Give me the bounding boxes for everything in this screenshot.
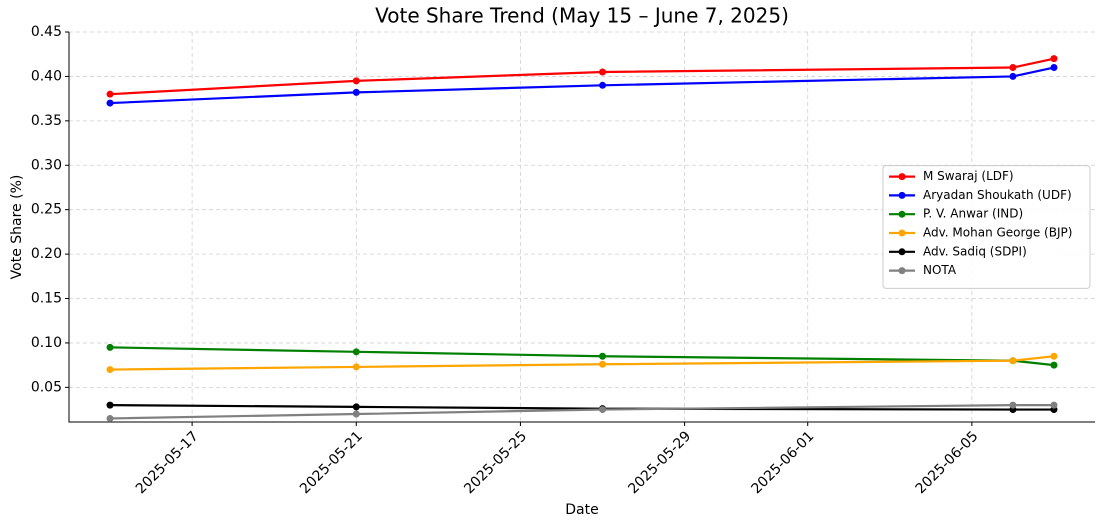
data-point	[352, 403, 360, 411]
data-point	[352, 88, 360, 96]
legend-label: M Swaraj (LDF)	[923, 169, 1014, 183]
y-tick-label: 0.15	[31, 291, 62, 307]
data-point	[1050, 55, 1058, 63]
data-point	[1050, 64, 1058, 72]
x-tick-label: 2025-06-05	[913, 428, 982, 497]
data-point	[1009, 357, 1017, 365]
x-axis-label: Date	[565, 502, 598, 518]
y-tick-label: 0.45	[31, 24, 62, 40]
data-point	[1050, 352, 1058, 360]
data-point	[352, 348, 360, 356]
x-tick-label: 2025-05-25	[461, 428, 530, 497]
data-point	[1050, 361, 1058, 369]
data-point	[599, 352, 607, 360]
legend: M Swaraj (LDF) Aryadan Shoukath (UDF) P. V…	[882, 165, 1091, 289]
legend-label: P. V. Anwar (IND)	[923, 207, 1023, 221]
data-point	[599, 406, 607, 414]
axes	[68, 32, 1095, 423]
data-point	[106, 414, 114, 422]
y-tick-label: 0.05	[31, 379, 62, 395]
data-point	[106, 99, 114, 107]
data-point	[106, 366, 114, 374]
data-point	[1050, 401, 1058, 409]
data-point	[1009, 72, 1017, 80]
chart-title: Vote Share Trend (May 15 – June 7, 2025)	[375, 4, 789, 28]
x-tick-label: 2025-06-01	[749, 428, 818, 497]
y-tick-label: 0.35	[31, 113, 62, 129]
x-tick-label: 2025-05-21	[297, 428, 366, 497]
data-point	[106, 401, 114, 409]
data-point	[106, 90, 114, 98]
legend-marker	[898, 173, 906, 181]
y-tick-label: 0.10	[31, 335, 62, 351]
data-point	[352, 410, 360, 418]
data-point	[1009, 401, 1017, 409]
data-point	[599, 68, 607, 76]
y-tick-label: 0.40	[31, 68, 62, 84]
y-tick-label: 0.20	[31, 246, 62, 262]
data-point	[1009, 64, 1017, 72]
legend-box	[882, 165, 1091, 289]
y-tick-label: 0.30	[31, 157, 62, 173]
legend-marker	[898, 229, 906, 237]
legend-label: Aryadan Shoukath (UDF)	[923, 188, 1072, 202]
legend-marker	[898, 191, 906, 199]
legend-label: Adv. Mohan George (BJP)	[923, 226, 1072, 240]
data-point	[599, 360, 607, 368]
legend-label: NOTA	[923, 263, 957, 277]
legend-marker	[898, 210, 906, 218]
data-point	[599, 81, 607, 89]
series-line	[110, 355, 1055, 371]
x-tick-label: 2025-05-29	[625, 428, 694, 497]
legend-label: Adv. Sadiq (SDPI)	[923, 244, 1027, 258]
y-tick-label: 0.25	[31, 202, 62, 218]
data-point	[106, 343, 114, 351]
legend-marker	[898, 267, 906, 275]
data-point	[352, 363, 360, 371]
data-point	[352, 77, 360, 85]
legend-marker	[898, 248, 906, 256]
x-tick-label: 2025-05-17	[133, 428, 202, 497]
y-axis-label: Vote Share (%)	[9, 175, 25, 280]
